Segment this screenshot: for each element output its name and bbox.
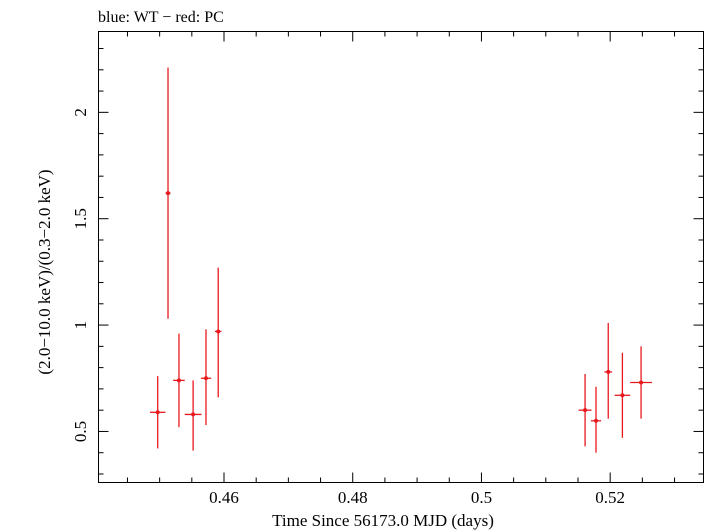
data-marker: [176, 378, 181, 383]
data-point: [604, 322, 613, 419]
data-marker: [606, 369, 611, 374]
data-marker: [594, 418, 599, 423]
data-point: [578, 374, 592, 447]
data-marker: [216, 329, 221, 334]
y-axis-ticks: 0.5 1 1.5 2: [71, 48, 704, 475]
plot-frame: [98, 31, 704, 483]
data-points: [149, 67, 653, 453]
data-marker: [203, 376, 208, 381]
y-tick-label: 0.5: [71, 421, 90, 442]
data-point: [200, 329, 212, 426]
data-marker: [155, 410, 160, 415]
x-axis-label: Time Since 56173.0 MJD (days): [272, 511, 494, 530]
data-point: [214, 267, 222, 398]
data-point: [614, 352, 631, 438]
data-marker: [583, 408, 588, 413]
data-point: [173, 333, 185, 428]
data-marker: [191, 412, 196, 417]
data-point: [184, 380, 202, 451]
data-point: [165, 67, 171, 319]
x-axis-ticks: 0.46 0.48 0.5 0.52: [126, 31, 676, 507]
data-marker: [166, 191, 171, 196]
x-tick-label: 0.48: [338, 488, 368, 507]
data-marker: [620, 393, 625, 398]
y-axis-label: (2.0−10.0 keV)/(0.3−2.0 keV): [35, 169, 54, 374]
data-point: [590, 386, 602, 453]
data-point: [149, 376, 166, 449]
data-marker: [639, 380, 644, 385]
y-tick-label: 1: [71, 321, 90, 330]
data-point: [630, 346, 653, 419]
chart-title: blue: WT − red: PC: [98, 9, 224, 26]
y-tick-label: 1.5: [71, 208, 90, 229]
y-tick-label: 2: [71, 108, 90, 117]
x-tick-label: 0.52: [595, 488, 625, 507]
x-tick-label: 0.46: [209, 488, 239, 507]
x-tick-label: 0.5: [471, 488, 492, 507]
